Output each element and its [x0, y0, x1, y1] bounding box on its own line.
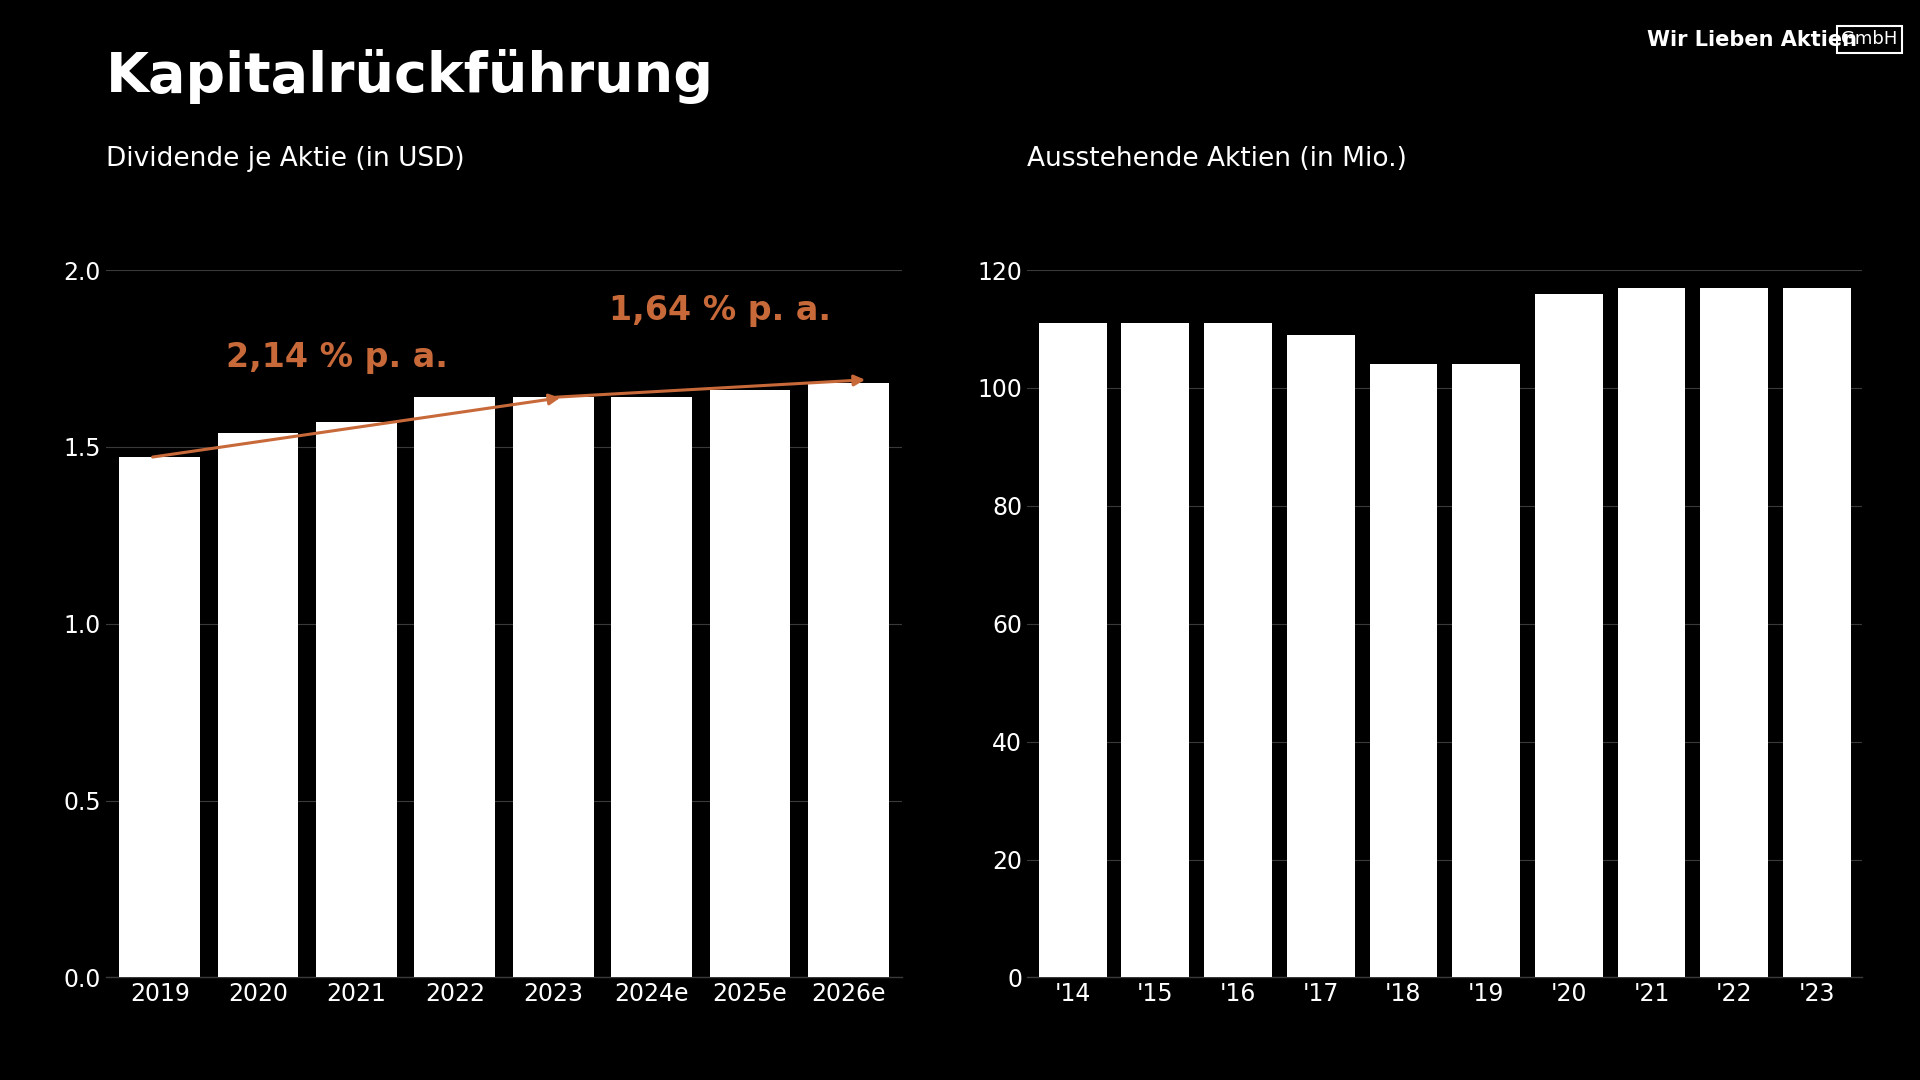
- Text: Ausstehende Aktien (in Mio.): Ausstehende Aktien (in Mio.): [1027, 146, 1407, 172]
- Bar: [513, 397, 593, 977]
- Bar: [415, 397, 495, 977]
- Bar: [1369, 364, 1438, 977]
- Bar: [808, 383, 889, 977]
- Bar: [1204, 323, 1271, 977]
- Bar: [1039, 323, 1106, 977]
- Bar: [119, 458, 200, 977]
- Bar: [1619, 287, 1686, 977]
- Bar: [1701, 287, 1768, 977]
- Bar: [1121, 323, 1188, 977]
- Text: 2,14 % p. a.: 2,14 % p. a.: [227, 341, 447, 375]
- Bar: [710, 390, 791, 977]
- Bar: [1286, 335, 1356, 977]
- Text: 1,64 % p. a.: 1,64 % p. a.: [609, 294, 831, 326]
- Bar: [217, 433, 298, 977]
- Bar: [1534, 294, 1603, 977]
- Bar: [1452, 364, 1521, 977]
- Text: Kapitalrückführung: Kapitalrückführung: [106, 49, 714, 104]
- Bar: [611, 397, 691, 977]
- Bar: [1784, 287, 1851, 977]
- Text: Wir Lieben Aktien: Wir Lieben Aktien: [1647, 30, 1857, 51]
- Text: Dividende je Aktie (in USD): Dividende je Aktie (in USD): [106, 146, 465, 172]
- Bar: [317, 422, 397, 977]
- Text: GmbH: GmbH: [1841, 30, 1897, 49]
